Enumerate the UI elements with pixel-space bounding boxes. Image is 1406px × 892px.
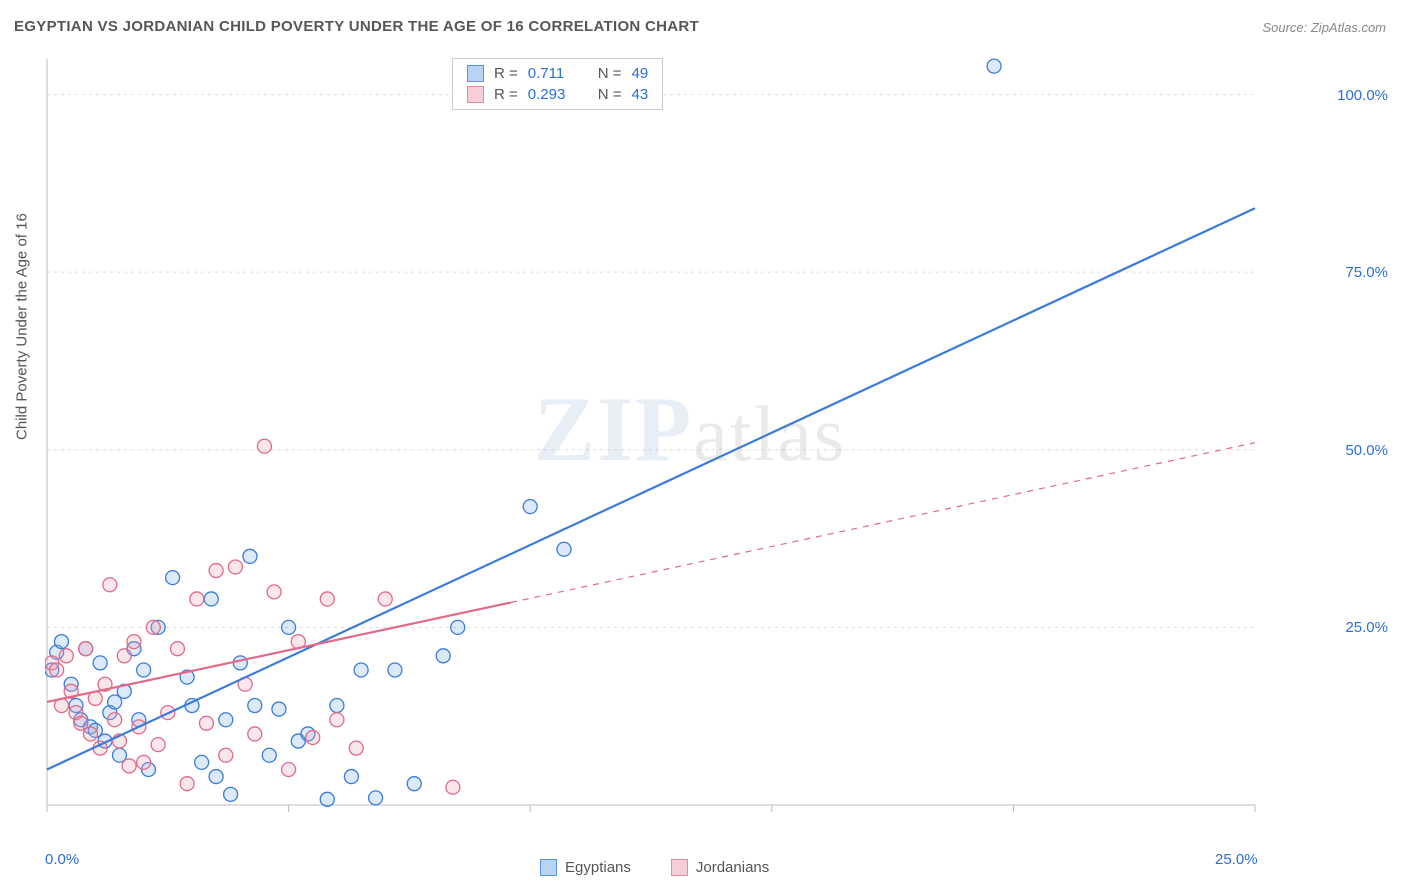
- series-legend: Egyptians Jordanians: [540, 859, 769, 876]
- correlation-row: R = 0.293 N = 43: [453, 84, 662, 105]
- n-label: N =: [598, 86, 622, 103]
- source-attribution: Source: ZipAtlas.com: [1262, 20, 1386, 35]
- y-axis-label: Child Poverty Under the Age of 16: [14, 213, 31, 440]
- y-tick-label: 50.0%: [1345, 442, 1388, 459]
- legend-swatch: [671, 859, 688, 876]
- y-tick-label: 100.0%: [1337, 87, 1388, 104]
- r-label: R =: [494, 65, 518, 82]
- legend-item: Egyptians: [540, 859, 631, 876]
- y-tick-label: 25.0%: [1345, 619, 1388, 636]
- n-value: 49: [632, 65, 649, 82]
- r-label: R =: [494, 86, 518, 103]
- legend-item: Jordanians: [671, 859, 769, 876]
- legend-swatch: [467, 65, 484, 82]
- scatter-plot: ZIPatlas: [45, 55, 1335, 835]
- chart-title: EGYPTIAN VS JORDANIAN CHILD POVERTY UNDE…: [14, 18, 699, 35]
- x-tick-label: 0.0%: [45, 851, 79, 868]
- plot-svg: [45, 55, 1335, 835]
- n-label: N =: [598, 65, 622, 82]
- legend-label: Jordanians: [696, 859, 769, 876]
- n-value: 43: [632, 86, 649, 103]
- legend-swatch: [467, 86, 484, 103]
- legend-swatch: [540, 859, 557, 876]
- correlation-legend: R = 0.711 N = 49 R = 0.293 N = 43: [452, 58, 663, 110]
- r-value: 0.711: [528, 65, 582, 82]
- y-tick-label: 75.0%: [1345, 264, 1388, 281]
- legend-label: Egyptians: [565, 859, 631, 876]
- correlation-row: R = 0.711 N = 49: [453, 63, 662, 84]
- x-tick-label: 25.0%: [1215, 851, 1258, 868]
- r-value: 0.293: [528, 86, 582, 103]
